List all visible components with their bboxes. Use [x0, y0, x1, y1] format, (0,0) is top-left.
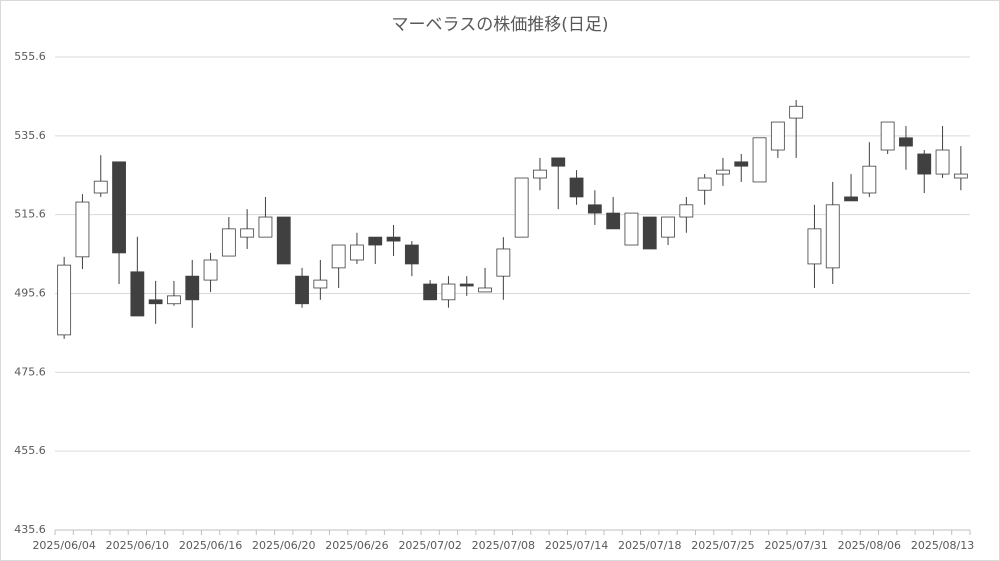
candle-body [423, 283, 438, 301]
candle-body [240, 228, 255, 238]
candle-body [697, 177, 712, 191]
candle-body [350, 244, 364, 261]
candle-body [496, 248, 511, 277]
y-tick-label: 515.6 [14, 208, 46, 221]
x-tick-label: 2025/07/14 [545, 539, 608, 552]
candle-body [624, 212, 639, 246]
candle-body [953, 173, 968, 179]
candle-body [441, 283, 456, 301]
candle-body [606, 212, 621, 230]
candle-body [57, 264, 72, 336]
candle-body [716, 169, 730, 175]
candle-body [807, 228, 822, 265]
y-tick-label: 495.6 [14, 287, 46, 300]
candle-body [679, 204, 694, 218]
x-tick-label: 2025/07/08 [472, 539, 535, 552]
x-tick-label: 2025/07/18 [618, 539, 681, 552]
candle-body [789, 105, 804, 119]
candle-body [368, 236, 383, 246]
candle-body [880, 121, 895, 151]
candle-body [752, 137, 767, 183]
candle-body [130, 271, 145, 317]
candle-body [935, 149, 950, 175]
candle-body [533, 169, 547, 179]
y-tick-label: 435.6 [14, 523, 46, 536]
candle-body [862, 165, 877, 194]
candle-body [221, 228, 236, 257]
candle-body [551, 157, 566, 167]
candle-body [825, 204, 840, 269]
candle-body [93, 180, 108, 194]
candle-body [569, 177, 584, 198]
candle-body [331, 244, 346, 269]
candle-body [642, 216, 657, 250]
candle-body [167, 295, 181, 305]
y-tick-label: 475.6 [14, 365, 46, 378]
candle-body [148, 299, 163, 305]
candle-body [258, 216, 273, 238]
y-tick-label: 535.6 [14, 129, 46, 142]
x-tick-label: 2025/08/06 [838, 539, 901, 552]
candle-body [112, 161, 126, 254]
chart-title: マーベラスの株価推移(日足) [392, 15, 609, 35]
candle-body [478, 287, 492, 293]
candle-body [75, 201, 90, 258]
candle-body [844, 196, 858, 202]
candle-body [917, 153, 932, 175]
x-tick-label: 2025/06/10 [106, 539, 169, 552]
x-tick-label: 2025/06/20 [252, 539, 315, 552]
y-tick-label: 455.6 [14, 444, 46, 457]
candle-body [276, 216, 291, 265]
y-tick-label: 555.6 [14, 50, 46, 63]
candle-body [661, 216, 675, 238]
candle-body [185, 275, 200, 301]
candle-body [899, 137, 913, 147]
candle-body [404, 244, 419, 265]
candle-body [313, 279, 328, 289]
candle-body [514, 177, 529, 238]
x-tick-label: 2025/07/02 [398, 539, 461, 552]
candle-body [295, 275, 309, 305]
x-tick-label: 2025/06/16 [179, 539, 242, 552]
candle-body [203, 259, 218, 281]
candle-body [734, 161, 749, 167]
x-tick-label: 2025/08/13 [911, 539, 974, 552]
candle-body [459, 283, 474, 287]
candle-body [587, 204, 602, 214]
x-tick-label: 2025/07/31 [764, 539, 827, 552]
x-tick-label: 2025/06/26 [325, 539, 388, 552]
x-tick-label: 2025/06/04 [32, 539, 95, 552]
x-tick-label: 2025/07/25 [691, 539, 754, 552]
candle-body [386, 236, 401, 242]
candle-body [770, 121, 785, 151]
